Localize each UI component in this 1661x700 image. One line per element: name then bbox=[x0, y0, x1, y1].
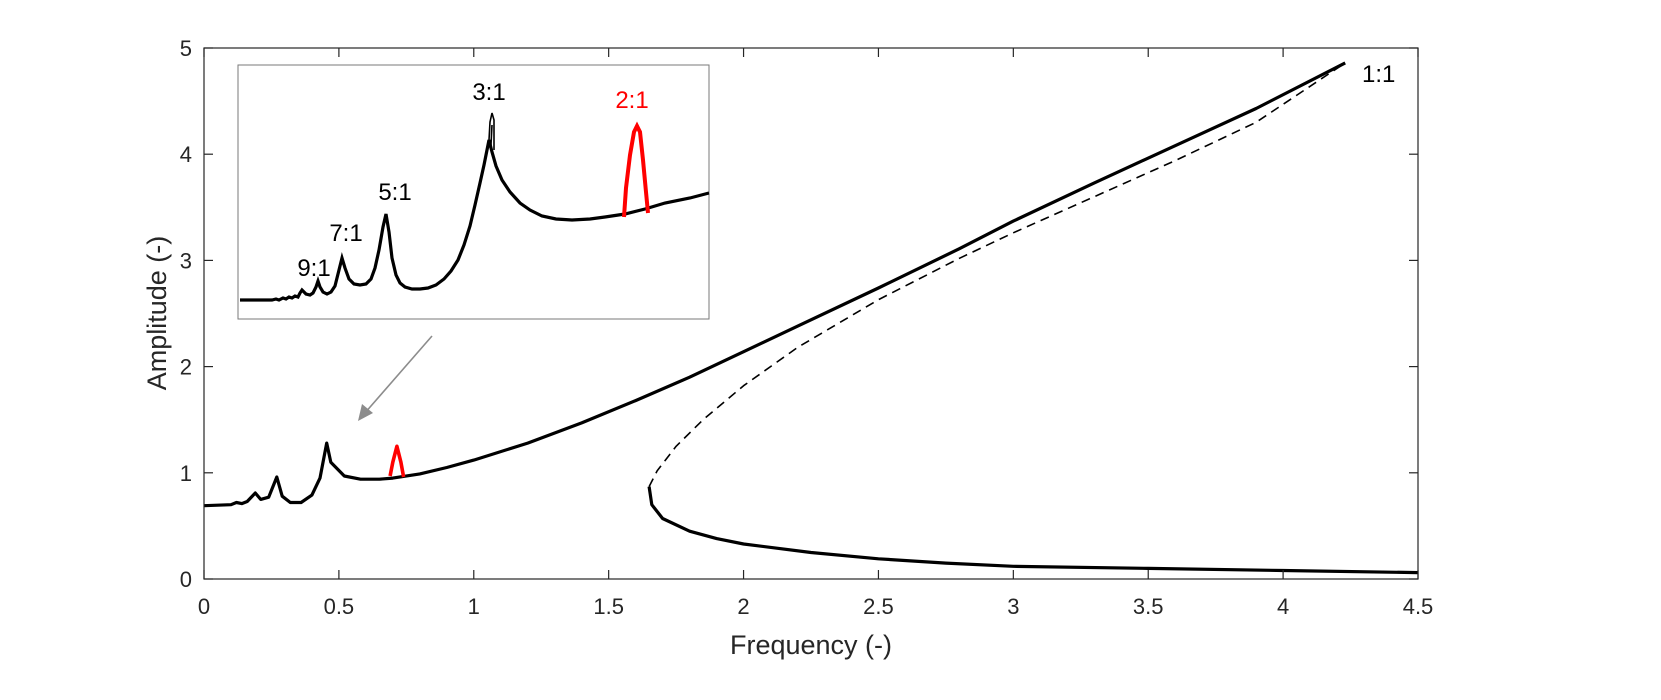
annotation-1-1: 1:1 bbox=[1362, 61, 1395, 88]
y-tick-label: 1 bbox=[180, 461, 192, 486]
series-line-1 bbox=[648, 62, 1346, 487]
x-tick-label: 4.5 bbox=[1403, 594, 1434, 619]
inset-label-7-1: 7:1 bbox=[329, 220, 362, 247]
y-tick-label: 2 bbox=[180, 355, 192, 380]
x-tick-label: 4 bbox=[1277, 594, 1289, 619]
inset-curve bbox=[240, 112, 710, 302]
x-tick-label: 1.5 bbox=[593, 594, 624, 619]
x-tick-label: 0.5 bbox=[324, 594, 355, 619]
x-tick-label: 0 bbox=[198, 594, 210, 619]
x-tick-label: 2.5 bbox=[863, 594, 894, 619]
ticks-layer: 0 0.5 1 1.5 2 2.5 3 3.5 4 4.5 0 1 2 3 4 5 bbox=[180, 36, 1434, 619]
x-tick-label: 3 bbox=[1007, 594, 1019, 619]
series-line-3 bbox=[388, 444, 406, 478]
inset-3-1-tip bbox=[488, 112, 495, 150]
x-axis-label: Frequency (-) bbox=[730, 630, 892, 660]
inset-frame bbox=[237, 64, 710, 320]
inset-zoom: 3:1 2:1 5:1 7:1 9:1 bbox=[237, 64, 710, 320]
inset-label-3-1: 3:1 bbox=[472, 79, 505, 106]
y-tick-label: 4 bbox=[180, 142, 192, 167]
series-layer bbox=[203, 61, 1419, 575]
y-tick-label: 0 bbox=[180, 567, 192, 592]
x-tick-label: 2 bbox=[737, 594, 749, 619]
y-tick-label: 3 bbox=[180, 248, 192, 273]
inset-label-2-1: 2:1 bbox=[615, 87, 648, 114]
x-tick-label: 3.5 bbox=[1133, 594, 1164, 619]
series-line-2 bbox=[647, 486, 1419, 575]
plot-frame bbox=[203, 47, 1419, 580]
inset-label-5-1: 5:1 bbox=[378, 179, 411, 206]
x-tick-label: 1 bbox=[468, 594, 480, 619]
inset-main-curve bbox=[240, 139, 710, 302]
y-axis-label: Amplitude (-) bbox=[142, 236, 172, 391]
y-tick-label: 5 bbox=[180, 36, 192, 61]
zoom-arrow bbox=[358, 335, 433, 421]
inset-label-9-1: 9:1 bbox=[297, 255, 330, 282]
inset-2-1-loop bbox=[622, 121, 650, 218]
series-line-0 bbox=[203, 61, 1346, 508]
